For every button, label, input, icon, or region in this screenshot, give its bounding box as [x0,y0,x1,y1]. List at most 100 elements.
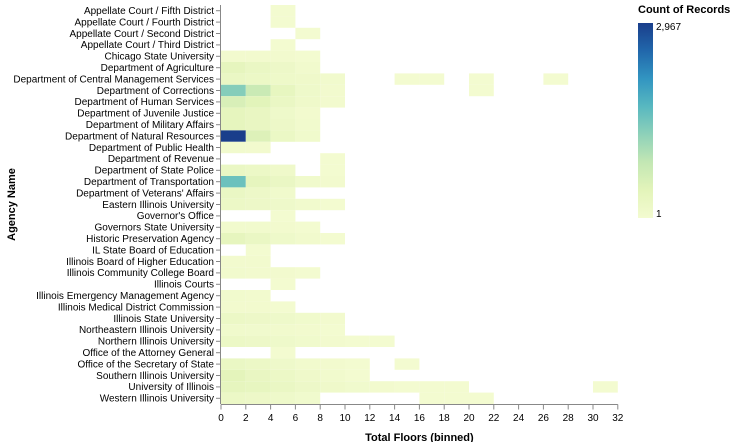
y-tick-label: Illinois State University [113,314,214,325]
heatmap-cell [394,358,420,370]
heatmap-cell [295,50,321,62]
heatmap-cell [221,130,246,142]
heatmap-cell [295,96,321,108]
heatmap-cell [245,301,271,313]
y-tick-label: University of Illinois [128,382,214,393]
heatmap-cell [245,244,271,256]
heatmap-cell [320,73,345,85]
heatmap-cell [270,39,296,51]
heatmap-cell [419,381,445,393]
heatmap-cell [221,324,246,336]
x-tick-label: 26 [538,413,550,424]
heatmap-cell [295,369,321,382]
heatmap-cell [394,73,420,85]
x-tick-label: 30 [587,413,599,424]
y-tick-label: Department of Veterans' Affairs [76,188,214,199]
heatmap-cell [221,198,246,211]
heatmap-cell [245,324,271,336]
heatmap-cell [270,347,296,359]
heatmap-cell [295,130,321,142]
legend-min-label: 1 [656,209,662,220]
heatmap-cell [295,119,321,131]
heatmap-cell [270,73,296,85]
heatmap-cell [270,358,296,370]
heatmap-cell [419,392,445,404]
heatmap-cell [245,358,271,370]
heatmap-cell [221,62,246,74]
y-tick-label: Historic Preservation Agency [86,234,214,245]
heatmap-cell [320,198,345,211]
heatmap-cell [320,233,345,245]
x-tick-label: 14 [389,413,401,424]
heatmap-cell [295,358,321,370]
heatmap-cell [245,255,271,268]
heatmap-cell [221,267,246,279]
heatmap-cell [245,96,271,108]
y-tick-label: Northern Illinois University [98,337,214,348]
heatmap-cell [320,324,345,336]
heatmap-cell [444,392,469,404]
y-tick-label: Department of Natural Resources [65,131,214,142]
y-tick-label: Department of Public Health [89,143,214,154]
y-tick-label: Office of the Attorney General [82,348,214,359]
heatmap-cell [245,392,271,404]
heatmap-cell [295,324,321,336]
heatmap-cell [270,5,296,17]
heatmap-cell [295,312,321,325]
heatmap-cell [221,84,246,97]
y-tick-label: Western Illinois University [100,394,214,405]
y-tick-label: Appellate Court / Second District [69,29,214,40]
heatmap-cell [270,312,296,325]
x-tick-label: 22 [488,413,500,424]
y-tick-label: Department of Agriculture [101,63,215,74]
heatmap-cell [270,176,296,188]
heatmap-cell [295,267,321,279]
y-tick-label: Governors State University [95,223,215,234]
heatmap-cell [221,335,246,347]
x-tick-label: 6 [293,413,299,424]
heatmap-cell [469,392,494,404]
x-tick-label: 18 [439,413,451,424]
heatmap-cell [245,290,271,302]
heatmap-cell [221,290,246,302]
heatmap-cell [245,73,271,85]
heatmap-cell [245,141,271,154]
heatmap-cell [221,221,246,233]
y-tick-label: Appellate Court / Fourth District [75,17,215,28]
heatmap-cell [221,381,246,393]
heatmap-cell [245,84,271,97]
heatmap-cell [245,107,271,119]
y-tick-label: Eastern Illinois University [102,200,214,211]
heatmap-cell [345,358,370,370]
heatmap-cell [245,50,271,62]
heatmap-cell [270,369,296,382]
heatmap-cell [320,84,345,97]
y-tick-label: Department of Juvenile Justice [77,109,214,120]
heatmap-cell [270,278,296,290]
heatmap-cell [245,62,271,74]
color-legend: Count of Records 2,967 1 [638,4,730,220]
y-tick-label: Office of the Secretary of State [77,359,214,370]
heatmap-cell [320,369,345,382]
heatmap-cell [245,130,271,142]
heatmap-cell [295,62,321,74]
heatmap-cell [419,73,445,85]
y-tick-label: Department of Military Affairs [86,120,214,131]
heatmap-cell [593,381,618,393]
heatmap-cell [270,187,296,199]
heatmap-cell [270,210,296,222]
heatmap-cell [245,119,271,131]
heatmap-cell [245,381,271,393]
x-tick-label: 16 [414,413,426,424]
heatmap-cell [270,301,296,313]
x-tick-label: 12 [364,413,376,424]
heatmap-cell [295,176,321,188]
heatmap-cell [270,119,296,131]
y-tick-label: Department of Human Services [74,97,214,108]
heatmap-cell [221,312,246,325]
heatmap-cell [270,107,296,119]
y-axis-title: Agency Name [6,168,18,241]
y-tick-label: Southern Illinois University [96,371,214,382]
heatmap-cell [295,392,321,404]
